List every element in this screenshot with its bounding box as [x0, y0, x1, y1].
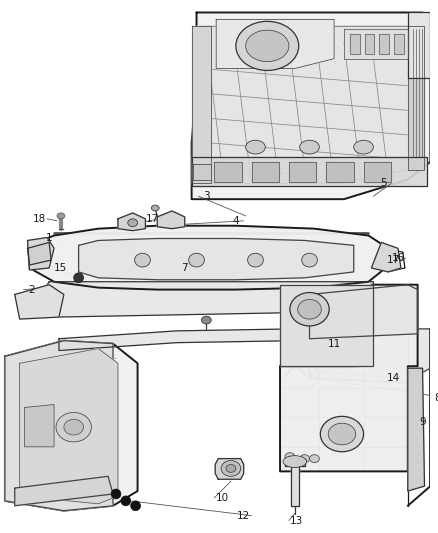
Text: 3: 3: [203, 191, 210, 201]
Ellipse shape: [121, 496, 131, 506]
Polygon shape: [215, 458, 244, 479]
Polygon shape: [5, 341, 113, 511]
Polygon shape: [20, 349, 118, 504]
Ellipse shape: [128, 219, 138, 227]
Text: 1: 1: [46, 233, 53, 244]
Ellipse shape: [246, 140, 265, 154]
Polygon shape: [216, 19, 334, 69]
Polygon shape: [326, 162, 354, 182]
Ellipse shape: [290, 293, 329, 326]
Polygon shape: [35, 282, 374, 317]
Ellipse shape: [298, 300, 321, 319]
Ellipse shape: [300, 455, 310, 463]
Polygon shape: [191, 12, 431, 199]
Ellipse shape: [201, 316, 211, 324]
Polygon shape: [285, 458, 304, 466]
Text: 18: 18: [33, 214, 46, 224]
Ellipse shape: [354, 140, 374, 154]
Polygon shape: [157, 211, 185, 229]
Text: 4: 4: [233, 216, 239, 226]
Polygon shape: [59, 329, 364, 351]
Polygon shape: [310, 285, 417, 339]
Ellipse shape: [320, 416, 364, 452]
Text: 8: 8: [434, 393, 438, 402]
Polygon shape: [310, 329, 431, 383]
Ellipse shape: [300, 140, 319, 154]
Polygon shape: [394, 34, 404, 54]
Polygon shape: [408, 26, 424, 169]
Polygon shape: [350, 34, 360, 54]
Polygon shape: [408, 368, 424, 491]
Text: 17: 17: [146, 214, 159, 224]
Text: 13: 13: [290, 515, 304, 526]
Polygon shape: [191, 157, 427, 187]
Polygon shape: [289, 162, 316, 182]
Ellipse shape: [328, 423, 356, 445]
Ellipse shape: [189, 253, 205, 267]
Polygon shape: [15, 477, 113, 506]
Polygon shape: [291, 466, 299, 506]
Ellipse shape: [236, 21, 299, 70]
Polygon shape: [28, 238, 54, 270]
Ellipse shape: [131, 501, 141, 511]
Text: 14: 14: [386, 373, 400, 383]
Polygon shape: [214, 162, 242, 182]
Text: 12: 12: [237, 511, 251, 521]
Polygon shape: [364, 34, 374, 54]
Ellipse shape: [57, 213, 65, 219]
Ellipse shape: [134, 253, 150, 267]
Polygon shape: [191, 26, 211, 183]
Text: 15: 15: [54, 263, 67, 273]
Ellipse shape: [151, 205, 159, 211]
Text: 16: 16: [391, 253, 405, 263]
Polygon shape: [371, 243, 401, 272]
Polygon shape: [379, 34, 389, 54]
Ellipse shape: [283, 456, 307, 467]
Polygon shape: [28, 243, 51, 265]
Text: 11: 11: [328, 338, 341, 349]
Polygon shape: [280, 285, 374, 366]
Ellipse shape: [247, 253, 263, 267]
Text: 5: 5: [380, 179, 387, 189]
Polygon shape: [5, 341, 138, 511]
Ellipse shape: [56, 413, 92, 442]
Polygon shape: [118, 213, 145, 231]
Ellipse shape: [302, 253, 318, 267]
Polygon shape: [25, 405, 54, 447]
Polygon shape: [193, 164, 211, 180]
Text: 2: 2: [28, 285, 35, 295]
Polygon shape: [280, 285, 417, 471]
Polygon shape: [29, 225, 388, 289]
Ellipse shape: [310, 455, 319, 463]
Ellipse shape: [221, 461, 241, 477]
Polygon shape: [15, 285, 64, 319]
Ellipse shape: [74, 273, 84, 282]
Polygon shape: [78, 238, 354, 280]
Polygon shape: [344, 29, 408, 59]
Text: 7: 7: [181, 263, 188, 273]
Ellipse shape: [246, 30, 289, 62]
Ellipse shape: [226, 464, 236, 472]
Text: 10: 10: [215, 493, 229, 503]
Polygon shape: [364, 162, 391, 182]
Polygon shape: [251, 162, 279, 182]
Text: 17: 17: [386, 255, 400, 265]
Ellipse shape: [111, 489, 121, 499]
Ellipse shape: [285, 453, 295, 461]
Ellipse shape: [64, 419, 84, 435]
Text: 9: 9: [419, 417, 426, 427]
Polygon shape: [201, 26, 424, 183]
Polygon shape: [408, 12, 431, 78]
